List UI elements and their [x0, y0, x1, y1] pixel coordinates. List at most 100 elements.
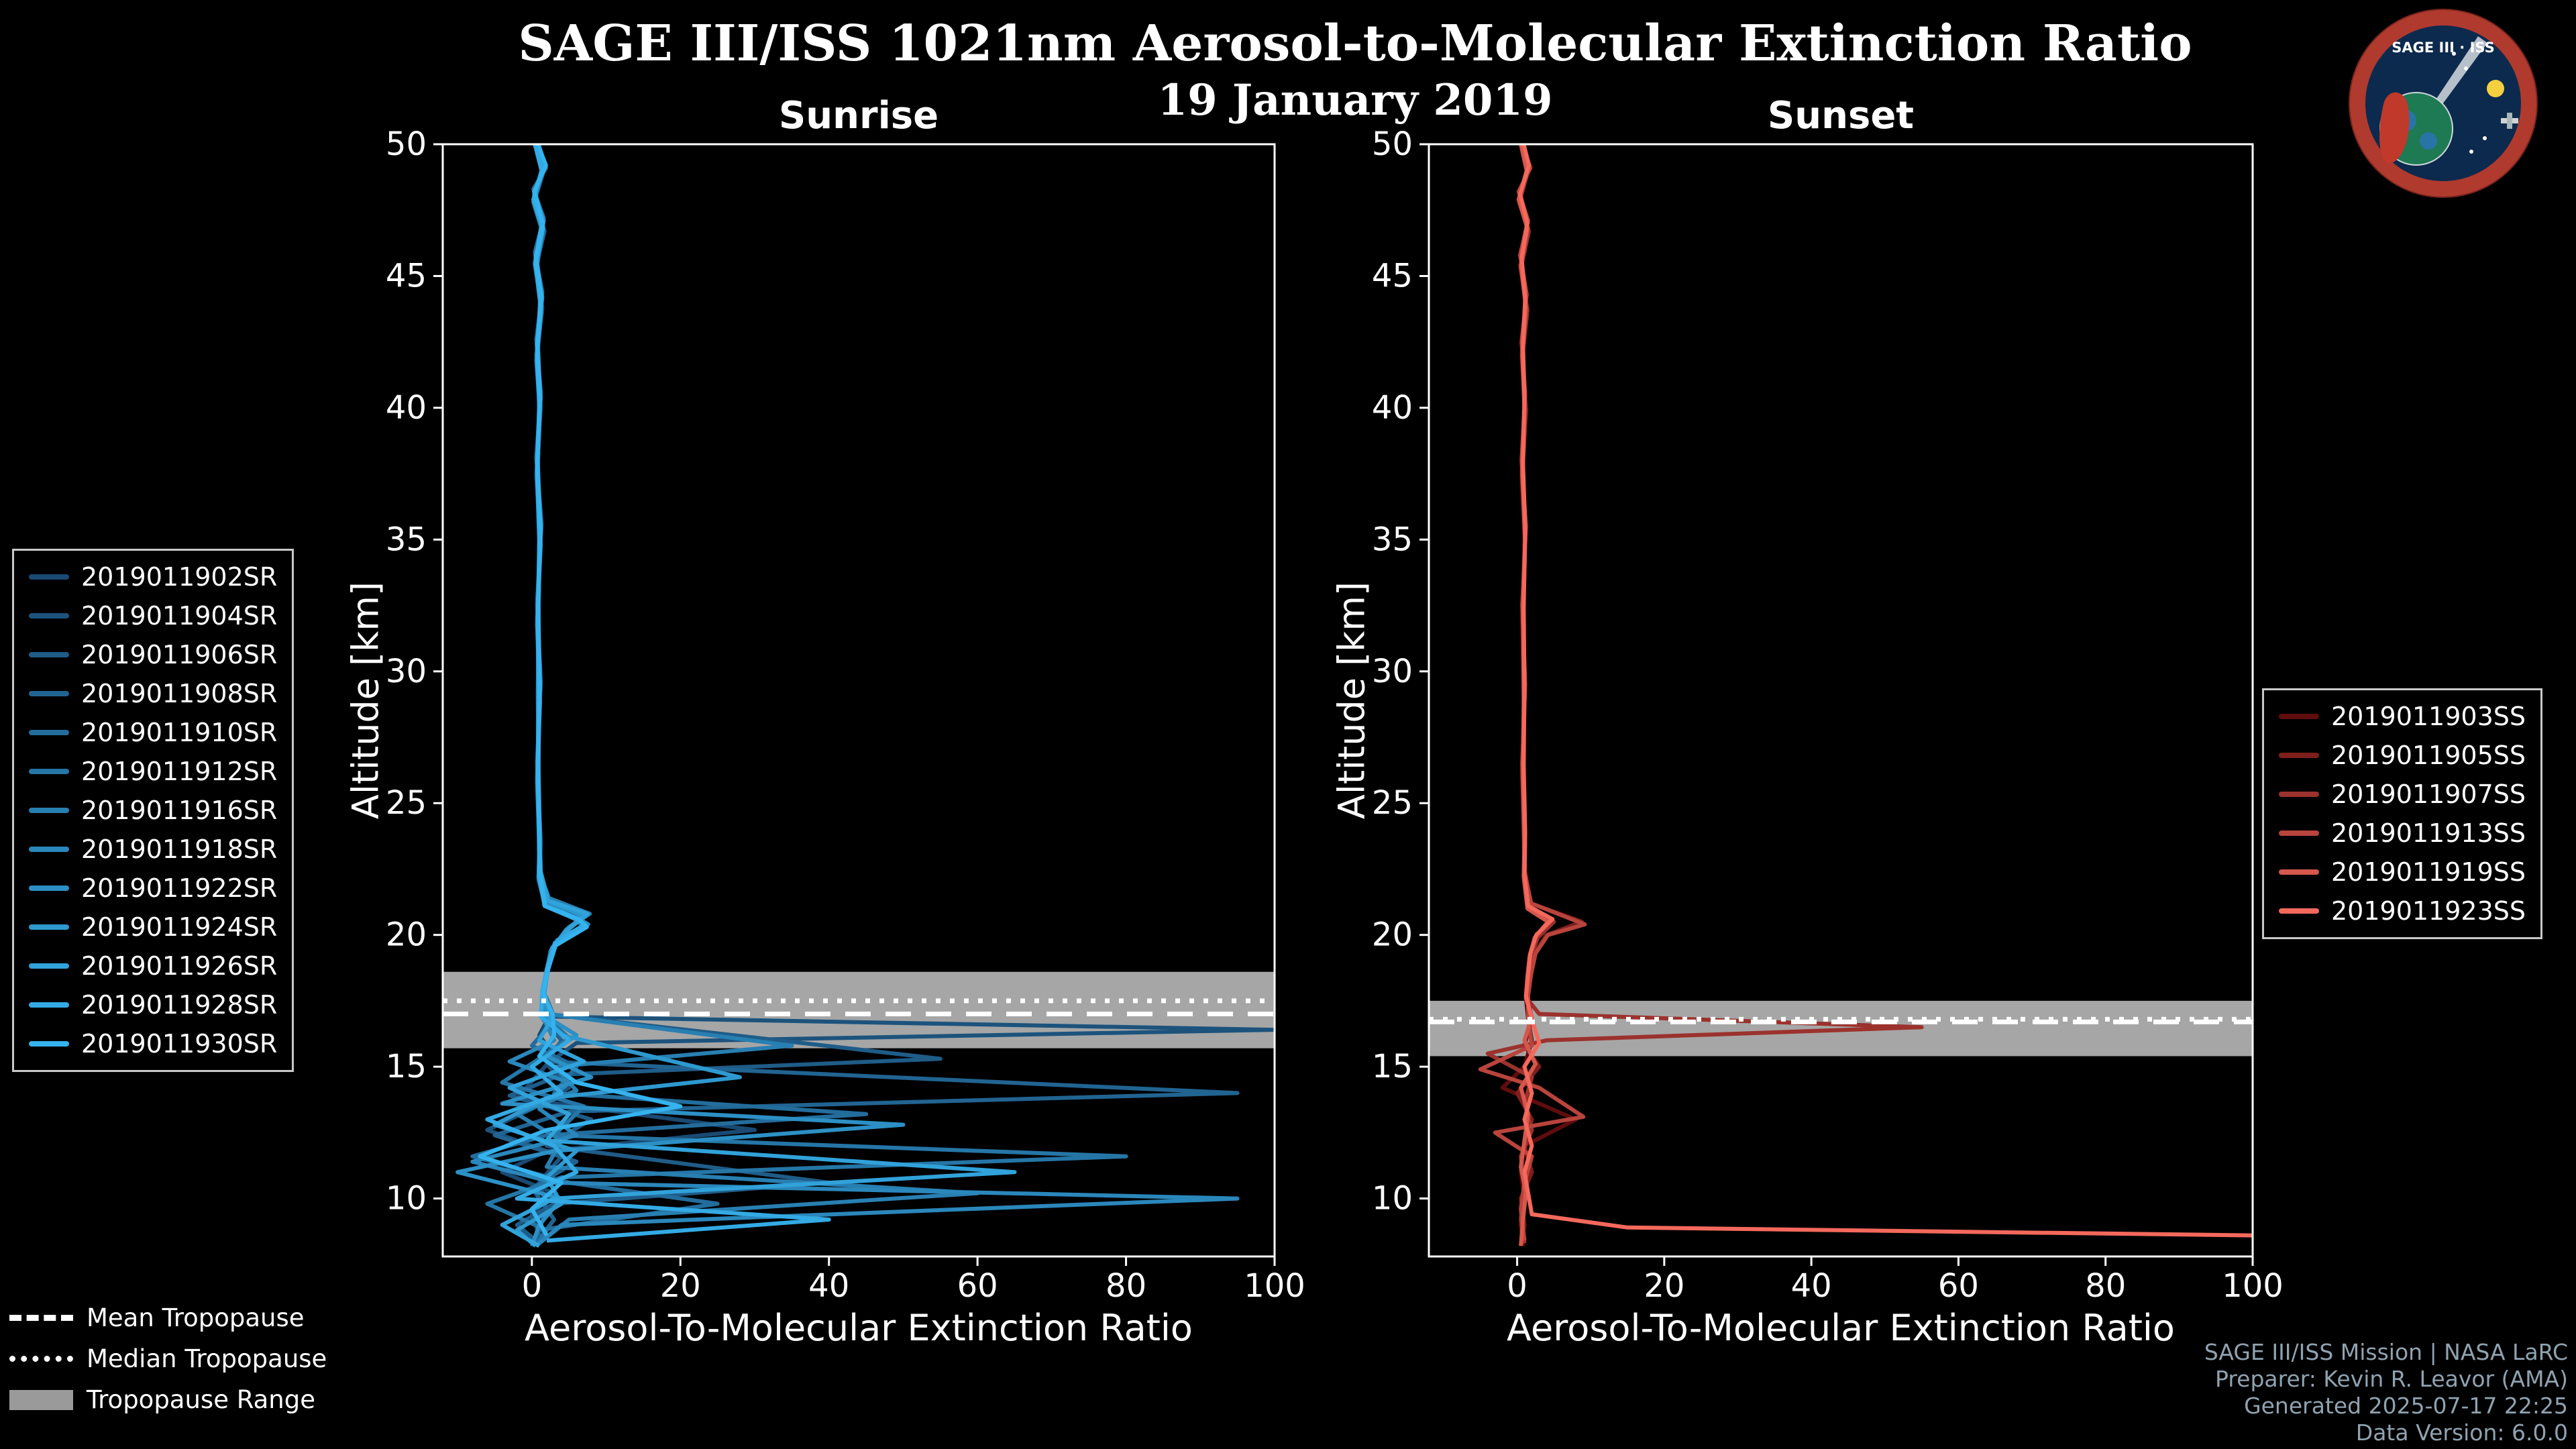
- legend-item: 2019011918SR: [29, 834, 277, 865]
- logo-figure: [2379, 92, 2410, 164]
- y-tick-label: 35: [386, 521, 427, 558]
- tropopause-legend-label: Tropopause Range: [87, 1385, 316, 1414]
- footer-credits: SAGE III/ISS Mission | NASA LaRC Prepare…: [2204, 1339, 2568, 1446]
- figure-subtitle: 19 January 2019: [1157, 75, 1553, 125]
- profile-line-2019011930SR: [478, 144, 683, 1237]
- x-tick-label: 20: [660, 1267, 701, 1305]
- chart-panel-sunrise: 0 20 40 60 80 100 10 15 20 25 30 35 40 45 50: [386, 125, 1305, 1305]
- legend-item: 2019011904SR: [29, 600, 277, 631]
- x-tick-label: 20: [1644, 1267, 1684, 1305]
- legend-item: 2019011907SS: [2279, 779, 2526, 810]
- legend-line-swatch: [29, 963, 69, 969]
- legend-label: 2019011924SR: [81, 912, 278, 942]
- x-tick-label: 40: [808, 1267, 849, 1305]
- y-tick-label: 10: [1372, 1180, 1413, 1218]
- y-tick-label: 40: [386, 389, 427, 427]
- legend-label: 2019011904SR: [81, 601, 278, 631]
- legend-item: 2019011922SR: [29, 873, 277, 904]
- footer-preparer-line: Preparer: Kevin R. Leavor (AMA): [2215, 1366, 2568, 1392]
- legend-line-swatch: [2279, 792, 2319, 797]
- y-tick-label: 25: [386, 784, 427, 822]
- legend-item: 2019011928SR: [29, 989, 277, 1020]
- footer-generated-line: Generated 2025-07-17 22:25: [2244, 1393, 2568, 1419]
- footer-mission-line: SAGE III/ISS Mission | NASA LaRC: [2204, 1339, 2568, 1365]
- tropopause-legend-item: Mean Tropopause: [9, 1303, 327, 1332]
- x-tick-label: 40: [1791, 1267, 1832, 1305]
- legend-label: 2019011905SS: [2331, 741, 2526, 770]
- sunset-legend: 2019011903SS 2019011905SS 2019011907SS 2019…: [2262, 688, 2543, 939]
- x-tick-label: 0: [1507, 1267, 1527, 1305]
- chart-panel-sunset: 0 20 40 60 80 100 10 15 20 25 30 35 40 45 50: [1372, 125, 2284, 1305]
- legend-item: 2019011919SS: [2279, 857, 2526, 888]
- logo-star-2: [2483, 136, 2487, 140]
- legend-line-swatch: [29, 1002, 69, 1008]
- x-tick-label: 80: [1106, 1267, 1146, 1305]
- logo-earth-ocean-2: [2420, 132, 2437, 150]
- y-tick-label: 45: [1372, 257, 1413, 294]
- legend-line-swatch: [29, 885, 69, 891]
- legend-item: 2019011905SS: [2279, 740, 2526, 771]
- plot-frame: [441, 143, 1276, 1258]
- y-tick-label: 10: [386, 1180, 427, 1218]
- sage-iii-iss-logo: SAGE III · ISS: [2349, 9, 2538, 198]
- legend-line-swatch: [29, 769, 69, 774]
- y-tick-label: 30: [1372, 653, 1413, 690]
- sunset-y-axis-label: Altitude [km]: [1330, 581, 1373, 820]
- x-tick-label: 100: [1244, 1267, 1305, 1305]
- sunset-x-axis-label: Aerosol-To-Molecular Extinction Ratio: [1507, 1307, 2175, 1349]
- legend-item: 2019011903SS: [2279, 701, 2526, 732]
- legend-label: 2019011906SR: [81, 640, 278, 669]
- y-tick-label: 20: [1372, 916, 1413, 954]
- legend-label: 2019011902SR: [81, 562, 278, 592]
- x-tick-label: 80: [2085, 1267, 2126, 1305]
- y-tick-label: 35: [1372, 521, 1413, 558]
- sunrise-y-axis-label: Altitude [km]: [344, 581, 387, 820]
- legend-label: 2019011907SS: [2331, 780, 2526, 809]
- legend-label: 2019011922SR: [81, 873, 278, 903]
- sunrise-legend: 2019011902SR 2019011904SR 2019011906SR 2019…: [12, 549, 294, 1072]
- legend-label: 2019011912SR: [81, 757, 278, 786]
- tropopause-legend: Mean Tropopause Median Tropopause Tropopau…: [9, 1303, 327, 1414]
- logo-title: SAGE III · ISS: [2392, 40, 2494, 56]
- y-tick-label: 20: [386, 916, 427, 954]
- legend-item: 2019011913SS: [2279, 818, 2526, 849]
- tropopause-legend-item: Tropopause Range: [9, 1385, 327, 1414]
- legend-label: 2019011910SR: [81, 718, 278, 747]
- legend-line-swatch: [2279, 869, 2319, 875]
- tropopause-legend-label: Median Tropopause: [87, 1344, 327, 1373]
- legend-label: 2019011908SR: [81, 679, 278, 708]
- legend-line-swatch: [29, 730, 69, 735]
- x-tick-label: 60: [957, 1267, 998, 1305]
- logo-sun: [2487, 80, 2504, 97]
- legend-line-swatch: [2279, 908, 2319, 914]
- legend-line-swatch: [29, 808, 69, 813]
- dashed-swatch: [9, 1315, 73, 1321]
- legend-item: 2019011912SR: [29, 756, 277, 787]
- plot-background: [1429, 144, 2253, 1256]
- y-tick-label: 40: [1372, 389, 1413, 427]
- logo-star-1: [2464, 66, 2468, 70]
- y-tick-label: 50: [386, 125, 427, 163]
- legend-item: 2019011930SR: [29, 1028, 277, 1059]
- plot-frame: [1428, 143, 2254, 1258]
- figure-title: SAGE III/ISS 1021nm Aerosol-to-Molecular…: [518, 15, 2192, 72]
- legend-item: 2019011902SR: [29, 561, 277, 592]
- tropopause-range-band: [443, 971, 1275, 1049]
- y-tick-label: 15: [386, 1048, 427, 1085]
- legend-item: 2019011906SR: [29, 639, 277, 670]
- legend-label: 2019011918SR: [81, 835, 278, 864]
- logo-iss-truss: [2507, 113, 2512, 129]
- sunset-panel-title: Sunset: [1767, 94, 1915, 138]
- legend-label: 2019011930SR: [81, 1029, 278, 1059]
- legend-line-swatch: [29, 691, 69, 696]
- legend-line-swatch: [29, 574, 69, 580]
- logo-star-3: [2469, 150, 2473, 154]
- legend-label: 2019011926SR: [81, 951, 278, 981]
- legend-item: 2019011923SS: [2279, 896, 2526, 926]
- legend-line-swatch: [29, 652, 69, 657]
- legend-item: 2019011916SR: [29, 795, 277, 826]
- legend-line-swatch: [2279, 714, 2319, 719]
- y-tick-label: 25: [1372, 784, 1413, 822]
- legend-item: 2019011910SR: [29, 717, 277, 748]
- legend-label: 2019011928SR: [81, 990, 278, 1020]
